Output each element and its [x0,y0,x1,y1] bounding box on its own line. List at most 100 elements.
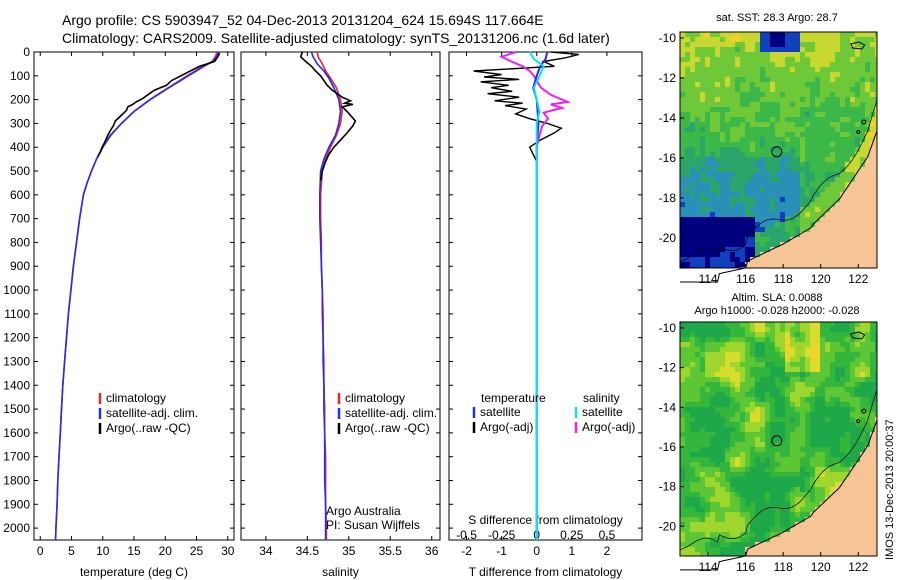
sst-map-cell [750,247,756,253]
sst-map-cell [690,147,696,153]
sst-map-cell [730,202,736,208]
sst-map-cell [805,122,811,128]
sla-map-cell [695,337,701,343]
sla-map-cell [755,417,761,423]
sst-map-cell [855,207,861,213]
sla-map-cell [690,512,696,518]
sst-map-cell [830,142,836,148]
sst-map-cell [790,72,796,78]
sla-map-cell [710,322,716,328]
sla-map-cell [735,522,741,528]
sla-map-cell [795,542,801,548]
sla-map-cell [750,337,756,343]
sst-map-cell [775,192,781,198]
sla-map-cell [820,332,826,338]
sst-map-cell [850,147,856,153]
sla-map-cell [700,477,706,483]
sst-map-cell [775,87,781,93]
sst-map-cell [685,137,691,143]
sst-map-cell [680,122,686,128]
sla-map-cell [745,472,751,478]
sla-map-cell [725,427,731,433]
sst-map-cell [680,262,686,268]
sla-map-cell [855,382,861,388]
sst-map-cell [835,242,841,248]
sst-map-cell [705,127,711,133]
sla-map-cell [870,542,876,548]
sst-map-cell [705,167,711,173]
sst-map-cell [680,32,686,38]
sla-map-cell [705,532,711,538]
sst-map-cell [800,167,806,173]
sst-map-cell [865,147,871,153]
sla-map-cell [805,352,811,358]
sla-map-cell [865,502,871,508]
sla-map-cell [680,517,686,523]
sla-map-cell [845,547,851,553]
sla-map-cell [845,322,851,328]
sst-map-cell [740,237,746,243]
temp-x-tick-label: 15 [127,544,141,558]
sla-map-cell [780,352,786,358]
sla-map-cell [820,407,826,413]
sst-map-cell [745,212,751,218]
sst-map-cell [685,212,691,218]
sla-map-cell [820,342,826,348]
sla-map-cell [735,542,741,548]
sst-map-cell [695,202,701,208]
sst-map-cell [810,167,816,173]
sst-map-cell [720,242,726,248]
sla-map-cell [795,502,801,508]
sla-map-cell [730,402,736,408]
sst-map-cell [715,227,721,233]
sla-map-cell [750,427,756,433]
sla-map-cell [695,442,701,448]
sst-map-cell [765,32,771,38]
sst-map-cell [815,67,821,73]
sst-map-cell [765,102,771,108]
sla-map-cell [695,377,701,383]
sla-map-cell [740,462,746,468]
sst-map-cell [745,132,751,138]
sla-map-cell [710,367,716,373]
sla-map-cell [815,322,821,328]
sst-map-cell [680,57,686,63]
sla-map-cell [840,352,846,358]
sla-map-cell [760,417,766,423]
sla-map-cell [785,367,791,373]
sla-map-cell [705,522,711,528]
sst-map-cell [800,107,806,113]
sst-map-cell [850,167,856,173]
sla-map-cell [680,492,686,498]
sla-map-cell [830,477,836,483]
sla-map-cell [760,447,766,453]
sst-map-cell [715,262,721,268]
sst-map-cell [740,197,746,203]
sla-map-cell [750,547,756,553]
sla-map-cell [835,452,841,458]
sla-map-cell [710,327,716,333]
sla-map-cell [765,452,771,458]
sla-map-cell [710,362,716,368]
sla-map-cell [705,332,711,338]
sla-map-cell [770,462,776,468]
sst-map-cell [725,97,731,103]
sla-map-title: Altim. SLA: 0.0088 [731,292,823,304]
sst-map-cell [795,242,801,248]
sla-map-cell [850,372,856,378]
sst-map-cell [860,142,866,148]
sst-map-cell [840,107,846,113]
sst-map-cell [755,122,761,128]
sst-map-cell [775,47,781,53]
sla-map-cell [760,552,766,557]
difference-xlabel: T difference from climatology [469,565,623,579]
sst-map-cell [790,207,796,213]
sla-map-cell [750,397,756,403]
sst-map-cell [710,177,716,183]
sst-map-cell [740,167,746,173]
sst-map-cell [785,197,791,203]
sst-map-cell [855,187,861,193]
sla-map-cell [735,427,741,433]
sla-map-cell [780,497,786,503]
sst-map-cell [785,187,791,193]
